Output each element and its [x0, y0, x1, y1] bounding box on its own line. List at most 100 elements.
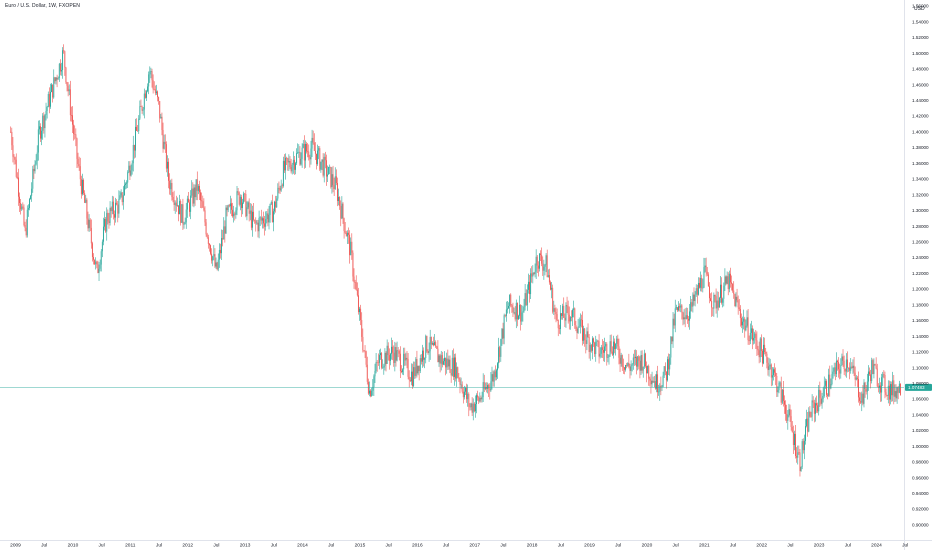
- candle-body: [477, 395, 479, 398]
- candle-body: [867, 371, 869, 382]
- candle-body: [170, 182, 172, 190]
- candle-body: [548, 275, 550, 283]
- candle-body: [371, 390, 373, 397]
- candle-body: [276, 198, 278, 208]
- time-axis[interactable]: 2009 Jul 2010 Jul 2011 Jul 2012 Jul 2013 Jul 2014 J…: [0, 540, 932, 549]
- candle-body: [316, 153, 317, 165]
- candle-body: [310, 148, 312, 160]
- candle-body: [521, 312, 523, 322]
- candle-body: [331, 174, 333, 188]
- candle-body: [235, 210, 237, 215]
- candle-body: [458, 377, 460, 380]
- candle-body: [837, 360, 838, 363]
- candle-body: [891, 384, 893, 396]
- candle-body: [339, 197, 341, 206]
- candle-body: [823, 385, 825, 396]
- candle-body: [234, 213, 236, 215]
- candle-body: [167, 161, 168, 169]
- candle-body: [56, 77, 58, 80]
- candle-body: [572, 309, 574, 318]
- candle-body: [63, 50, 65, 52]
- candle-body: [882, 374, 884, 378]
- candle-body: [314, 150, 316, 154]
- candle-body: [832, 371, 834, 375]
- candle-body: [129, 165, 131, 176]
- candle-body: [639, 360, 641, 371]
- candle-body: [32, 168, 34, 189]
- candle-body: [654, 381, 656, 389]
- candle-body: [793, 433, 795, 445]
- candle-body: [684, 317, 686, 320]
- candle-body: [299, 151, 301, 165]
- y-tick-label: 1.48000: [912, 67, 929, 72]
- candle-body: [831, 374, 833, 385]
- candle-body: [724, 276, 726, 286]
- x-tick-label: Jul: [845, 543, 851, 549]
- candle-body: [292, 159, 294, 165]
- candle-body: [344, 230, 346, 233]
- candle-body: [697, 282, 699, 295]
- candle-body: [473, 403, 475, 412]
- candle-body: [181, 204, 183, 223]
- candle-body: [819, 389, 821, 398]
- candle-body: [508, 305, 510, 309]
- candle-body: [50, 91, 51, 107]
- candle-body: [377, 362, 379, 364]
- candle-body: [863, 382, 865, 404]
- candle-body: [201, 200, 203, 202]
- candle-body: [525, 293, 527, 306]
- candle-body: [269, 203, 271, 215]
- candle-body: [396, 350, 398, 361]
- candle-body: [398, 351, 400, 354]
- candle-body: [436, 346, 438, 349]
- candle-body: [373, 376, 375, 388]
- candle-body: [142, 109, 144, 111]
- candle-body: [15, 159, 17, 177]
- candle-body: [440, 355, 442, 364]
- candle-body: [755, 333, 757, 341]
- candle-body: [805, 426, 806, 441]
- candle-body: [828, 374, 830, 396]
- candle-body: [705, 265, 707, 272]
- candle-body: [392, 346, 394, 353]
- candle-body: [490, 381, 492, 391]
- candle-body: [550, 282, 551, 290]
- candle-body: [264, 223, 266, 227]
- y-tick-label: 1.14000: [912, 334, 929, 339]
- candle-body: [771, 375, 773, 378]
- candle-body: [461, 384, 463, 392]
- candle-body: [65, 67, 67, 83]
- candle-body: [193, 187, 195, 204]
- plot-area[interactable]: [10, 44, 901, 477]
- candle-body: [800, 467, 802, 471]
- candle-body: [446, 358, 448, 368]
- candle-body: [318, 148, 320, 151]
- x-tick-label: 2011: [125, 543, 136, 549]
- candle-body: [753, 337, 755, 341]
- candle-body: [640, 355, 642, 371]
- candle-body: [700, 277, 702, 288]
- x-tick-label: 2014: [297, 543, 308, 549]
- y-tick-label: 1.16000: [912, 318, 929, 323]
- candle-body: [98, 268, 100, 273]
- candle-body: [207, 237, 209, 244]
- price-axis[interactable]: 1.56000 1.54000 1.52000 1.50000 1.48000 1.460…: [904, 0, 930, 550]
- candle-body: [397, 350, 399, 352]
- candle-body: [194, 187, 196, 198]
- candle-body: [663, 366, 665, 376]
- x-tick-label: 2023: [814, 543, 825, 549]
- candle-body: [744, 318, 746, 331]
- candle-body: [710, 298, 712, 302]
- candle-body: [226, 207, 228, 211]
- candle-body: [447, 358, 449, 367]
- candle-body: [425, 336, 427, 358]
- candle-body: [699, 282, 700, 288]
- candle-body: [11, 131, 13, 146]
- candle-body: [494, 371, 496, 378]
- candle-body: [818, 389, 820, 412]
- candle-body: [881, 377, 883, 393]
- candle-body: [172, 196, 174, 201]
- candle-body: [565, 305, 567, 321]
- candle-body: [202, 201, 204, 208]
